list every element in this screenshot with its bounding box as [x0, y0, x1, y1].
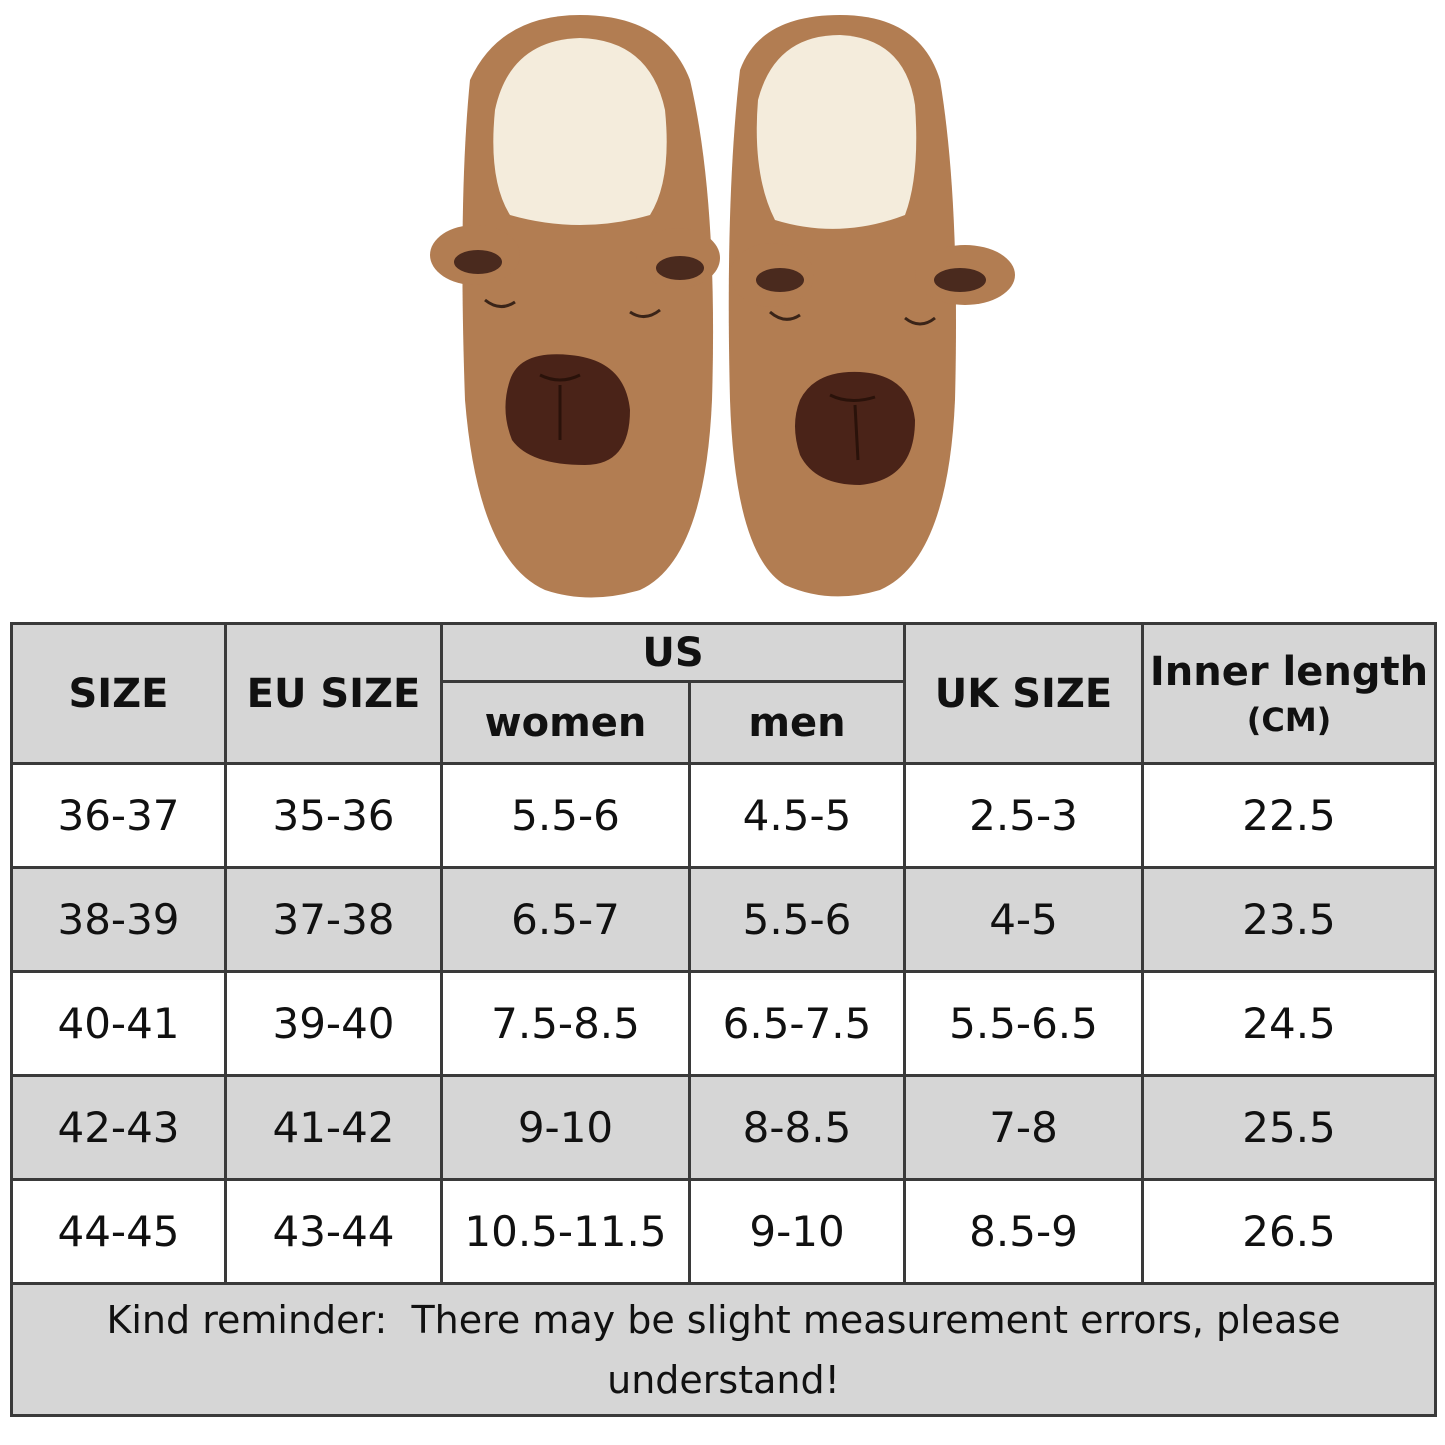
size-cell: 37-38	[224, 866, 443, 973]
header-cell: men	[687, 680, 907, 765]
size-cell: 6.5-7	[440, 866, 691, 973]
size-cell: 8.5-9	[903, 1178, 1145, 1285]
size-cell: 2.5-3	[903, 762, 1145, 869]
size-row: 42-43 41-42 9-10 8-8.5 7-8 25.5	[10, 1074, 1438, 1181]
header-cell: Inner length (CM)	[1141, 622, 1438, 765]
size-cell: 26.5	[1141, 1178, 1438, 1285]
size-cell: 10.5-11.5	[440, 1178, 691, 1285]
note: Kind reminder: There may be slight measu…	[9, 1282, 1438, 1417]
size-row: 40-41 39-40 7.5-8.5 6.5-7.5 5.5-6.5 24.5	[10, 970, 1438, 1077]
size-cell: 8-8.5	[687, 1074, 907, 1181]
size-row: 36-37 35-36 5.5-6 4.5-5 2.5-3 22.5	[10, 762, 1438, 869]
size-cell: 5.5-6.5	[903, 970, 1145, 1077]
size-table: SIZE EU SIZE US UK SIZE Inner length (CM)…	[9, 622, 1438, 1417]
product-photo	[430, 15, 1015, 598]
size-cell: 41-42	[224, 1074, 443, 1181]
size-cell: 5.5-6	[440, 762, 691, 869]
header-cell: women	[440, 680, 691, 765]
size-cell: 4-5	[903, 866, 1145, 973]
header-unit: (CM)	[1246, 700, 1332, 739]
size-cell: 7-8	[903, 1074, 1145, 1181]
left-slipper	[430, 15, 720, 598]
size-cell: 35-36	[224, 762, 443, 869]
size-cell: 9-10	[687, 1178, 907, 1285]
header-cell: UK SIZE	[903, 622, 1145, 765]
size-cell: 43-44	[224, 1178, 443, 1285]
note-row: Kind reminder: There may be slight measu…	[9, 1282, 1438, 1417]
size-cell: 44-45	[10, 1178, 227, 1285]
right-slipper	[728, 15, 1015, 597]
header-text: Inner length	[1149, 648, 1429, 695]
size-row: 38-39 37-38 6.5-7 5.5-6 4-5 23.5	[10, 866, 1438, 973]
size-cell: 25.5	[1141, 1074, 1438, 1181]
size-cell: 23.5	[1141, 866, 1438, 973]
size-cell: 38-39	[10, 866, 227, 973]
size-cell: 36-37	[10, 762, 227, 869]
header-cell: EU SIZE	[224, 622, 443, 765]
header-cell: SIZE	[10, 622, 227, 765]
size-cell: 22.5	[1141, 762, 1438, 869]
size-cell: 6.5-7.5	[687, 970, 907, 1077]
size-cell: 4.5-5	[687, 762, 907, 869]
size-row: 44-45 43-44 10.5-11.5 9-10 8.5-9 26.5	[10, 1178, 1438, 1285]
header-cell: US	[439, 622, 907, 683]
size-cell: 24.5	[1141, 970, 1438, 1077]
size-cell: 7.5-8.5	[440, 970, 691, 1077]
size-cell: 9-10	[440, 1074, 691, 1181]
size-cell: 39-40	[224, 970, 443, 1077]
size-cell: 42-43	[10, 1074, 227, 1181]
size-cell: 40-41	[10, 970, 227, 1077]
size-cell: 5.5-6	[687, 866, 907, 973]
